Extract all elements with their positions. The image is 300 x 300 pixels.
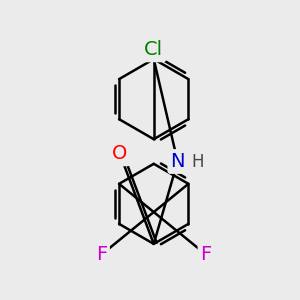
Text: F: F bbox=[200, 245, 212, 264]
Text: N: N bbox=[170, 152, 185, 171]
Text: H: H bbox=[191, 152, 204, 170]
Text: O: O bbox=[112, 144, 128, 163]
Text: Cl: Cl bbox=[144, 40, 163, 59]
Text: F: F bbox=[96, 245, 107, 264]
